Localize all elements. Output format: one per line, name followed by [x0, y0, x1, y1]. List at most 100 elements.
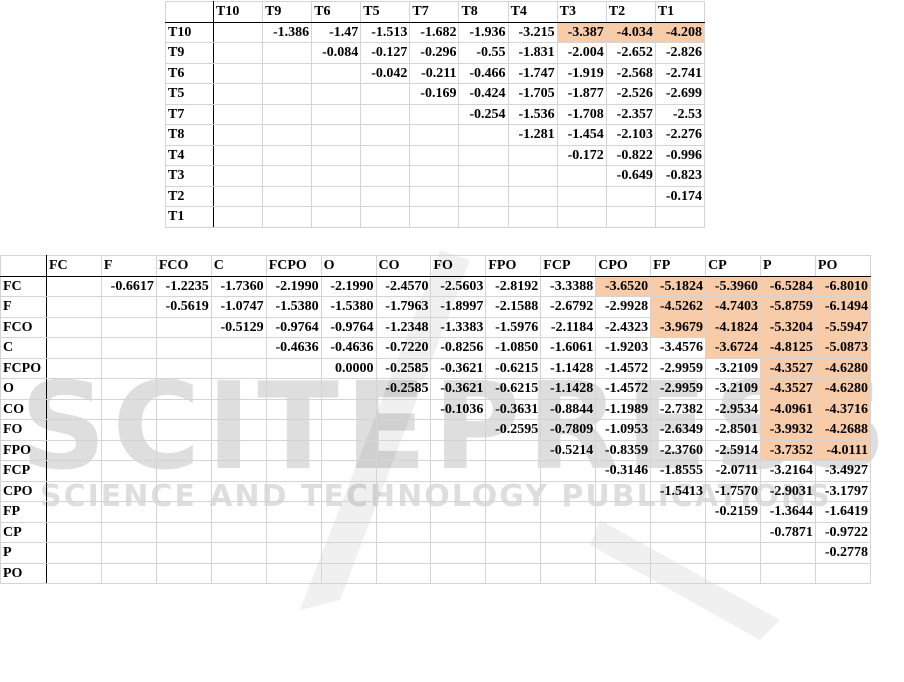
value-cell [409, 103, 460, 125]
value-cell: -0.8359 [595, 439, 652, 461]
value-cell: -5.1824 [650, 275, 707, 297]
value-cell: -1.6061 [540, 337, 597, 359]
row-header: CPO [0, 480, 47, 502]
value-cell: -0.127 [360, 42, 411, 64]
value-cell: -0.5214 [540, 439, 597, 461]
value-cell [265, 398, 322, 420]
value-cell [430, 439, 487, 461]
value-cell [320, 378, 377, 400]
table-row: F -0.5619 -1.0747 -1.5380 -1.5380 -1.7963 -1.8… [0, 296, 872, 318]
column-header: P [759, 255, 816, 277]
value-cell: -3.387 [556, 21, 607, 43]
value-cell [212, 21, 264, 43]
value-cell [210, 419, 267, 441]
value-cell: -1.5380 [320, 296, 377, 318]
value-cell [814, 562, 872, 584]
value-cell: -0.9764 [265, 316, 322, 338]
value-cell [46, 521, 102, 543]
value-cell: -2.4323 [595, 316, 652, 338]
row-header: PO [0, 562, 47, 584]
value-cell [540, 542, 597, 564]
table-row: T1 [165, 206, 706, 228]
value-cell [507, 144, 558, 166]
value-cell [265, 521, 322, 543]
value-cell [100, 480, 157, 502]
value-cell: -1.386 [262, 21, 313, 43]
value-cell [100, 398, 157, 420]
value-cell: -0.5619 [155, 296, 212, 318]
value-cell [210, 480, 267, 502]
value-cell: -1.877 [556, 83, 607, 105]
value-cell [409, 206, 460, 228]
value-cell [705, 521, 761, 543]
value-cell [46, 460, 102, 482]
value-cell [485, 501, 542, 523]
value-cell [375, 521, 432, 543]
value-cell [360, 185, 411, 207]
value-cell [212, 144, 264, 166]
value-cell [46, 378, 102, 400]
value-cell: -4.034 [605, 21, 656, 43]
value-cell [705, 542, 761, 564]
value-cell [458, 165, 509, 187]
value-cell: -2.5914 [705, 439, 761, 461]
value-cell: -6.8010 [814, 275, 872, 297]
value-cell: -1.7570 [705, 480, 761, 502]
value-cell: -1.6419 [814, 501, 872, 523]
value-cell [311, 185, 362, 207]
value-cell: -0.7220 [375, 337, 432, 359]
value-cell [320, 460, 377, 482]
value-cell: -5.8759 [759, 296, 816, 318]
distance-matrix-t: T10 T9 T6 T5 T7 T8 T4 T3 T2 T1 T10 -1.386 -1.47 -1.51… [165, 1, 706, 228]
value-cell [485, 439, 542, 461]
value-cell [100, 419, 157, 441]
value-cell: -4.2688 [814, 419, 872, 441]
value-cell: -0.466 [458, 62, 509, 84]
row-header: T3 [165, 165, 214, 187]
value-cell: -0.084 [311, 42, 362, 64]
value-cell [409, 124, 460, 146]
corner-cell [165, 1, 214, 23]
value-cell: -2.8192 [485, 275, 542, 297]
value-cell [212, 42, 264, 64]
value-cell [430, 501, 487, 523]
value-cell [210, 521, 267, 543]
table-row: CO -0.1036 -0.3631 -0.8844 -1.1989 -2.7382 -2.… [0, 398, 872, 420]
value-cell: -5.3960 [705, 275, 761, 297]
value-cell [485, 460, 542, 482]
value-cell [210, 501, 267, 523]
value-cell [210, 357, 267, 379]
table-row: T3 -0.649 -0.823 [165, 165, 706, 187]
value-cell [507, 165, 558, 187]
value-cell [210, 542, 267, 564]
table-row: T4 -0.172 -0.822 -0.996 [165, 144, 706, 166]
row-header: CP [0, 521, 47, 543]
value-cell [409, 185, 460, 207]
value-cell [155, 480, 212, 502]
value-cell: -0.5129 [210, 316, 267, 338]
value-cell [100, 357, 157, 379]
row-header: T9 [165, 42, 214, 64]
value-cell: -3.3388 [540, 275, 597, 297]
value-cell: -5.3204 [759, 316, 816, 338]
value-cell: -0.424 [458, 83, 509, 105]
value-cell [210, 439, 267, 461]
value-cell: -4.3716 [814, 398, 872, 420]
value-cell [605, 185, 656, 207]
header-row: T10 T9 T6 T5 T7 T8 T4 T3 T2 T1 [165, 1, 706, 23]
value-cell: -0.1036 [430, 398, 487, 420]
table-row: T8 -1.281 -1.454 -2.103 -2.276 [165, 124, 706, 146]
value-cell [262, 185, 313, 207]
value-cell [650, 501, 707, 523]
value-cell: -2.9959 [650, 378, 707, 400]
value-cell: -2.0711 [705, 460, 761, 482]
value-cell: -4.6280 [814, 378, 872, 400]
value-cell: -5.0873 [814, 337, 872, 359]
value-cell [375, 542, 432, 564]
value-cell: -0.3631 [485, 398, 542, 420]
value-cell [155, 337, 212, 359]
table-row: FP -0.2159 -1.3644 -1.6419 [0, 501, 872, 523]
value-cell: -0.822 [605, 144, 656, 166]
row-header: FCO [0, 316, 47, 338]
value-cell [212, 165, 264, 187]
